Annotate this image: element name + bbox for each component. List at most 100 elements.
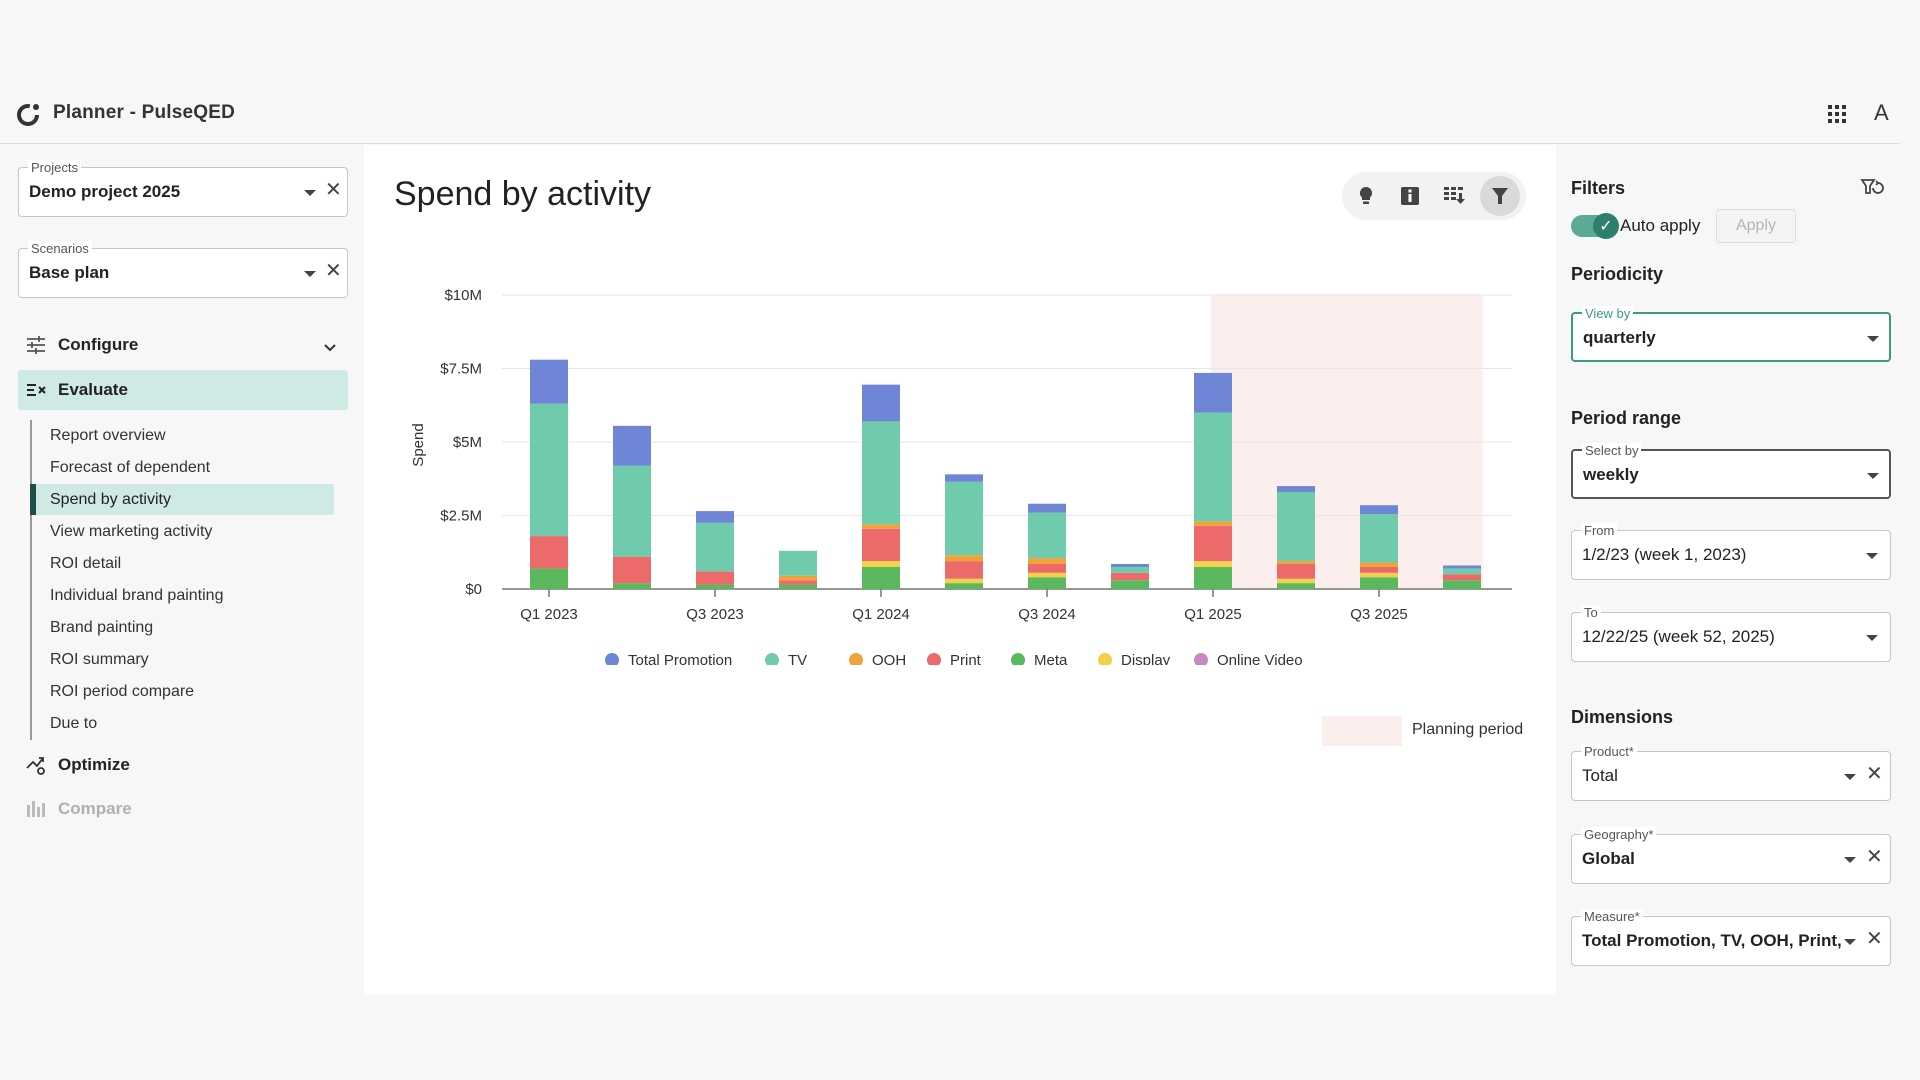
bar-segment-print [1277, 564, 1315, 579]
legend-dot-online-video [1194, 653, 1208, 665]
bar-segment-meta [779, 584, 817, 589]
apply-button[interactable]: Apply [1716, 209, 1796, 243]
view-by-select[interactable]: View by quarterly [1571, 306, 1891, 362]
subnav-item[interactable]: View marketing activity [50, 523, 213, 540]
close-icon[interactable]: ✕ [325, 179, 342, 201]
legend-label: OOH [872, 652, 906, 665]
bar-segment-total-promotion [1194, 372, 1232, 413]
chevron-down-icon[interactable] [1867, 473, 1879, 479]
legend-label: Online Video [1217, 652, 1303, 665]
info-icon[interactable] [1396, 182, 1424, 210]
measure-select[interactable]: Measure* Total Promotion, TV, OOH, Print… [1571, 909, 1891, 966]
optimize-icon [26, 757, 45, 775]
page-title: Spend by activity [394, 175, 652, 213]
bar-segment-display [945, 578, 983, 584]
y-tick-label: $7.5M [440, 361, 482, 378]
product-select[interactable]: Product* Total ✕ [1571, 744, 1891, 801]
chevron-down-icon[interactable] [1866, 553, 1878, 559]
chevron-down-icon[interactable] [1844, 857, 1856, 863]
y-tick-label: $2.5M [440, 508, 482, 525]
nav-configure[interactable]: Configure [18, 325, 348, 365]
to-label: To [1581, 605, 1601, 620]
legend-dot-display [1098, 653, 1112, 665]
close-icon[interactable]: ✕ [1866, 763, 1883, 785]
apps-grid-icon[interactable] [1826, 103, 1848, 125]
subnav-item[interactable]: Forecast of dependent [50, 459, 211, 476]
bar-segment-print [1194, 525, 1232, 562]
bar-segment-tv [779, 550, 817, 576]
geography-value: Global [1582, 849, 1635, 868]
projects-label: Projects [28, 160, 81, 175]
x-tick-label: Q1 2024 [852, 606, 910, 623]
pulseqed-logo-icon [17, 104, 39, 126]
nav-optimize[interactable]: Optimize [18, 745, 348, 785]
select-by-select[interactable]: Select by weekly [1571, 443, 1891, 499]
subnav-item[interactable]: Brand painting [50, 619, 154, 636]
chevron-down-icon[interactable] [1866, 635, 1878, 641]
bar-segment-total-promotion [530, 359, 568, 404]
nav-evaluate[interactable]: Evaluate [18, 370, 348, 410]
from-select[interactable]: From 1/2/23 (week 1, 2023) [1571, 523, 1891, 580]
subnav-item[interactable]: Due to [50, 715, 98, 732]
bar-segment-tv [696, 522, 734, 572]
auto-apply-toggle[interactable]: ✓ [1571, 213, 1619, 239]
bar-segment-tv [530, 403, 568, 537]
subnav-item[interactable]: Individual brand painting [50, 587, 224, 604]
bar-segment-ooh [1277, 561, 1315, 565]
y-tick-label: $5M [453, 434, 482, 451]
reset-filter-icon[interactable] [1859, 175, 1885, 201]
planning-period-label: Planning period [1412, 721, 1524, 738]
sidebar: Projects Demo project 2025 ✕ Scenarios B… [0, 145, 362, 995]
compare-icon [27, 801, 45, 817]
legend-label: Print [950, 652, 982, 665]
to-select[interactable]: To 12/22/25 (week 52, 2025) [1571, 605, 1891, 662]
sliders-icon [27, 336, 45, 354]
bar-segment-meta [530, 568, 568, 589]
x-tick-label: Q1 2023 [520, 606, 578, 623]
filter-button[interactable] [1480, 176, 1520, 216]
subnav-item[interactable]: ROI detail [50, 555, 122, 572]
y-axis-label: Spend [410, 423, 427, 466]
bar-segment-tv [613, 465, 651, 557]
subnav-item[interactable]: ROI summary [50, 651, 149, 668]
from-label: From [1581, 523, 1618, 538]
chevron-down-icon[interactable] [1867, 336, 1879, 342]
bar-segment-print [530, 536, 568, 569]
y-tick-label: $0 [465, 581, 482, 598]
download-icon[interactable] [1440, 182, 1468, 210]
bar-segment-print [1111, 572, 1149, 581]
user-avatar[interactable]: A [1874, 100, 1889, 125]
geography-select[interactable]: Geography* Global ✕ [1571, 827, 1891, 884]
chevron-down-icon[interactable] [304, 190, 316, 196]
chevron-down-icon[interactable] [322, 340, 338, 356]
nav-compare[interactable]: Compare [18, 789, 348, 829]
bar-segment-meta [1277, 583, 1315, 589]
product-label: Product* [1581, 744, 1637, 759]
product-value: Total [1582, 766, 1618, 785]
close-icon[interactable]: ✕ [1866, 928, 1883, 950]
subnav-item[interactable]: Report overview [50, 427, 166, 444]
close-icon[interactable]: ✕ [1866, 846, 1883, 868]
bar-segment-meta [945, 583, 983, 589]
lightbulb-icon[interactable] [1352, 182, 1380, 210]
projects-select[interactable]: Projects Demo project 2025 ✕ [18, 160, 348, 217]
subnav-item[interactable]: ROI period compare [50, 683, 195, 700]
bar-segment-print [613, 556, 651, 584]
chevron-down-icon[interactable] [304, 271, 316, 277]
bar-segment-meta [1194, 566, 1232, 589]
bar-segment-print [1360, 566, 1398, 573]
chevron-down-icon[interactable] [1844, 774, 1856, 780]
select-by-label: Select by [1582, 443, 1642, 458]
close-icon[interactable]: ✕ [325, 260, 342, 282]
legend-label: Display [1121, 652, 1171, 665]
bar-segment-total-promotion [696, 511, 734, 523]
chevron-down-icon[interactable] [1844, 939, 1856, 945]
x-tick-label: Q1 2025 [1184, 606, 1242, 623]
subnav-item-active[interactable]: Spend by activity [32, 484, 334, 515]
bar-segment-ooh [1360, 562, 1398, 567]
nav-optimize-label: Optimize [58, 755, 130, 774]
legend-dot-tv [765, 653, 779, 665]
scenarios-select[interactable]: Scenarios Base plan ✕ [18, 241, 348, 298]
geography-label: Geography* [1581, 827, 1657, 842]
bar-segment-display [1277, 578, 1315, 584]
